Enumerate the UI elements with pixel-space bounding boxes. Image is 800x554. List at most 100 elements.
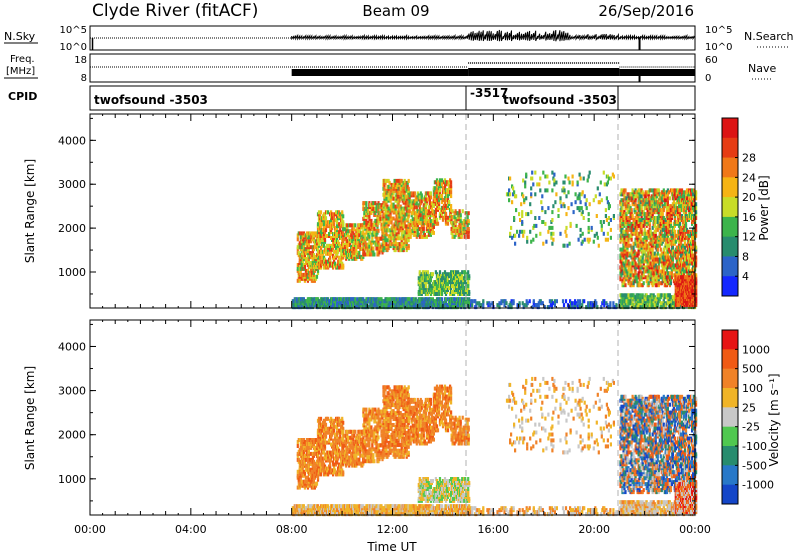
power-cell [529, 229, 532, 234]
power-cell [337, 249, 340, 254]
power-cell [518, 233, 521, 238]
power-cell [435, 217, 439, 222]
power-cell [373, 226, 376, 231]
power-cell [657, 281, 660, 286]
power-cell [553, 182, 556, 187]
power-cell [448, 200, 451, 204]
freq-unit-label: [MHz] [6, 66, 35, 77]
power-cell [567, 206, 570, 211]
power-cell [607, 176, 610, 181]
power-cell [370, 252, 373, 257]
power-cell [602, 231, 605, 236]
power-cell [571, 305, 574, 310]
power-cell [643, 212, 646, 217]
power-cell [392, 202, 395, 207]
power-cell [535, 233, 538, 238]
power-cell [405, 224, 408, 229]
power-cell [429, 195, 432, 200]
power-cell [666, 200, 669, 205]
power-cell [431, 219, 434, 224]
power-cell [637, 223, 640, 228]
power-cell [346, 223, 349, 228]
power-cell [555, 299, 558, 304]
power-cell [513, 190, 516, 195]
power-cell [471, 299, 474, 304]
power-cell [415, 213, 418, 218]
power-cell [467, 270, 470, 275]
power-cell [607, 221, 610, 226]
power-cell [566, 243, 569, 248]
power-cell [403, 178, 406, 183]
power-cell [364, 252, 367, 257]
power-cell [575, 223, 578, 228]
power-cell [367, 305, 370, 310]
power-cell [410, 191, 413, 196]
power-cell [547, 229, 550, 234]
power-cell [413, 205, 416, 210]
power-cell [358, 250, 361, 255]
power-cell [597, 243, 600, 248]
power-cell [583, 299, 586, 304]
nave-tick-bottom: 0 [705, 73, 711, 84]
power-cell [595, 214, 598, 218]
power-cell [662, 188, 665, 193]
power-cell [540, 200, 543, 205]
power-cell [351, 227, 354, 232]
power-cell [333, 255, 336, 260]
freq-panel-frame [89, 53, 696, 83]
power-cell [383, 246, 386, 251]
power-cell [365, 218, 368, 223]
power-cell [581, 239, 584, 244]
power-cell [368, 240, 371, 245]
power-cell [450, 190, 453, 195]
power-cell [661, 212, 664, 217]
power-cell [531, 170, 534, 175]
power-cell [551, 170, 554, 175]
power-cell [528, 299, 531, 304]
power-cell [387, 206, 390, 211]
power-cell [468, 297, 471, 302]
power-cell [451, 232, 454, 237]
power-cell [654, 233, 657, 238]
power-cell [598, 192, 601, 197]
power-cell [387, 196, 390, 201]
power-cell [409, 234, 412, 239]
power-cell [373, 252, 376, 257]
power-cell [563, 204, 566, 209]
power-cell [391, 236, 394, 241]
power-cell [342, 223, 345, 228]
power-cell [644, 265, 647, 270]
power-cell [446, 194, 450, 199]
power-cell [547, 206, 550, 211]
power-cell [400, 232, 403, 237]
power-cell [418, 270, 421, 275]
power-cell [440, 182, 444, 187]
power-cell [387, 234, 390, 239]
power-cell [450, 194, 453, 199]
power-cell [347, 229, 350, 234]
power-cell [480, 303, 483, 308]
power-cell [602, 170, 605, 175]
power-cell [654, 220, 657, 224]
power-cell [383, 186, 386, 191]
power-cell [503, 303, 506, 308]
power-cell [579, 200, 582, 205]
power-cell [544, 174, 547, 179]
power-cell [546, 188, 549, 193]
power-cell [320, 297, 324, 302]
power-cell [419, 217, 422, 222]
power-cell [400, 178, 403, 183]
power-cell [631, 214, 634, 218]
power-cell [678, 221, 682, 226]
freq-block [291, 69, 469, 76]
power-cell [398, 242, 401, 247]
power-cell [564, 229, 567, 234]
power-cell [659, 301, 662, 306]
power-cell [440, 297, 444, 302]
power-cell [458, 209, 461, 214]
power-cell [377, 228, 380, 233]
power-cell [526, 301, 529, 306]
power-cell [476, 301, 479, 306]
